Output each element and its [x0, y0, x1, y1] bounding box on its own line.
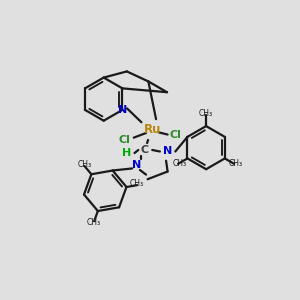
Text: C: C — [140, 145, 148, 155]
Text: CH₃: CH₃ — [199, 109, 213, 118]
Text: N: N — [163, 146, 172, 157]
Text: Cl: Cl — [169, 130, 181, 140]
Text: CH₃: CH₃ — [172, 159, 187, 168]
Text: CH₃: CH₃ — [77, 160, 92, 169]
Text: Ru: Ru — [143, 123, 161, 136]
Text: Cl: Cl — [118, 135, 130, 145]
Text: N: N — [118, 105, 127, 115]
Text: CH₃: CH₃ — [130, 179, 144, 188]
Text: CH₃: CH₃ — [87, 218, 101, 227]
Text: CH₃: CH₃ — [229, 159, 243, 168]
Text: H: H — [122, 148, 131, 158]
Text: N: N — [132, 160, 141, 170]
